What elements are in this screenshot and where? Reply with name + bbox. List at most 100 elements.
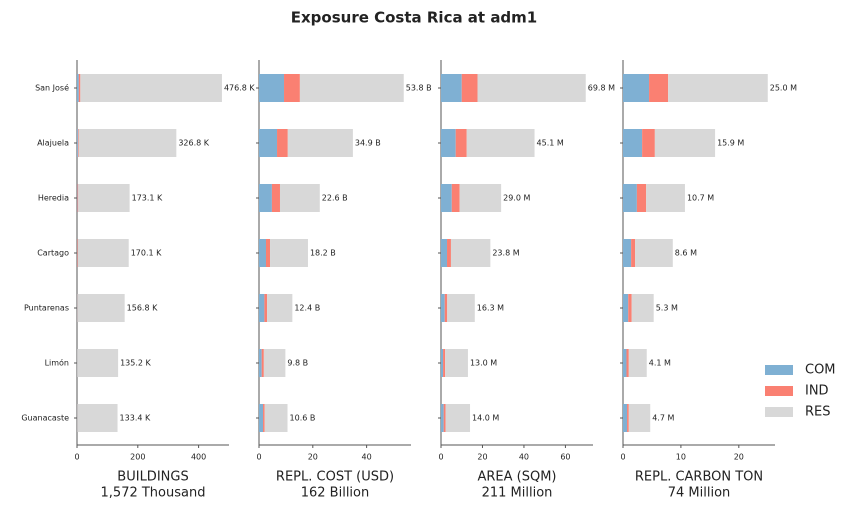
bar-segment [459, 184, 502, 212]
y-tick-label: Limón [45, 358, 69, 368]
bar-segment [466, 129, 535, 157]
bar-segment [444, 294, 448, 322]
bar-segment [628, 294, 632, 322]
bar-segment [455, 129, 467, 157]
value-label: 173.1 K [132, 194, 163, 203]
bar-segment [259, 404, 264, 432]
bar-segment [441, 294, 445, 322]
x-axis-label: REPL. COST (USD) [276, 470, 394, 485]
bar-segment [441, 129, 456, 157]
bar-segment [623, 294, 629, 322]
bar-segment [263, 404, 265, 432]
value-label: 23.8 M [492, 249, 519, 258]
bar-segment [445, 404, 471, 432]
bar-segment [259, 184, 272, 212]
x-axis-label: 1,572 Thousand [101, 486, 206, 501]
bar-segment [265, 239, 271, 267]
bar-segment [626, 349, 629, 377]
x-tick-label: 0 [438, 453, 443, 462]
bar-segment [78, 74, 81, 102]
value-label: 8.6 M [675, 249, 697, 258]
bar-segment [649, 74, 669, 102]
bar-segment [623, 74, 650, 102]
bar-segment [80, 74, 222, 102]
bar-segment [628, 349, 647, 377]
y-tick-label: Cartago [37, 249, 69, 258]
x-axis-label: 211 Million [482, 486, 553, 501]
value-label: 156.8 K [127, 304, 158, 313]
value-label: 25.0 M [770, 84, 797, 93]
value-label: 29.0 M [503, 194, 530, 203]
x-tick-label: 40 [519, 453, 529, 462]
value-label: 15.9 M [717, 139, 744, 148]
value-label: 10.6 B [290, 414, 316, 423]
bar-segment [277, 129, 288, 157]
value-label: 12.4 B [294, 304, 320, 313]
bar-segment [77, 349, 119, 377]
y-tick-label: Guanacaste [21, 414, 69, 423]
bar-segment [623, 184, 637, 212]
bar-segment [299, 74, 404, 102]
value-label: 53.8 B [406, 84, 432, 93]
bar-segment [264, 404, 288, 432]
x-axis-label: REPL. CARBON TON [635, 470, 763, 485]
bar-segment [623, 349, 627, 377]
value-label: 326.8 K [178, 139, 209, 148]
y-tick-label: Heredia [38, 194, 69, 203]
bar-segment [443, 349, 446, 377]
x-tick-label: 400 [191, 453, 206, 462]
bar-segment [445, 349, 468, 377]
bar-segment [623, 404, 628, 432]
bar-segment [623, 239, 632, 267]
x-axis-label: BUILDINGS [117, 470, 188, 485]
bar-segment [642, 129, 655, 157]
value-label: 18.2 B [310, 249, 336, 258]
bar-segment [654, 129, 716, 157]
x-tick-label: 0 [74, 453, 79, 462]
x-axis-label: 162 Billion [301, 486, 370, 501]
bar-segment [259, 294, 265, 322]
bar-segment [271, 184, 280, 212]
legend-label: COM [805, 363, 836, 378]
bar-segment [441, 404, 444, 432]
bar-segment [284, 74, 300, 102]
value-label: 4.1 M [649, 359, 671, 368]
legend-swatch [765, 407, 793, 417]
x-axis-label: AREA (SQM) [477, 470, 556, 485]
bar-segment [631, 294, 654, 322]
legend-swatch [765, 386, 793, 396]
bar-segment [441, 74, 462, 102]
bar-segment [78, 129, 177, 157]
y-tick-label: Alajuela [37, 139, 69, 148]
x-tick-label: 20 [734, 453, 744, 462]
bar-segment [77, 239, 129, 267]
x-axis-label: 74 Million [668, 486, 731, 501]
bar-segment [259, 239, 266, 267]
legend-label: RES [805, 405, 831, 420]
value-label: 170.1 K [131, 249, 162, 258]
bar-segment [441, 349, 444, 377]
x-tick-label: 60 [560, 453, 570, 462]
bar-segment [259, 129, 278, 157]
legend-label: IND [805, 384, 829, 399]
bar-segment [77, 294, 125, 322]
x-tick-label: 0 [620, 453, 625, 462]
bar-segment [447, 239, 451, 267]
y-tick-label: Puntarenas [24, 304, 69, 313]
bar-segment [623, 129, 643, 157]
value-label: 16.3 M [477, 304, 504, 313]
value-label: 5.3 M [656, 304, 678, 313]
bar-segment [259, 349, 262, 377]
bar-segment [78, 184, 130, 212]
value-label: 476.8 K [224, 84, 255, 93]
value-label: 135.2 K [120, 359, 151, 368]
value-label: 13.0 M [470, 359, 497, 368]
bar-segment [636, 184, 647, 212]
bar-segment [635, 239, 673, 267]
bar-segment [77, 184, 79, 212]
bar-segment [447, 294, 475, 322]
bar-segment [287, 129, 353, 157]
value-label: 9.8 B [287, 359, 308, 368]
bar-segment [451, 184, 460, 212]
